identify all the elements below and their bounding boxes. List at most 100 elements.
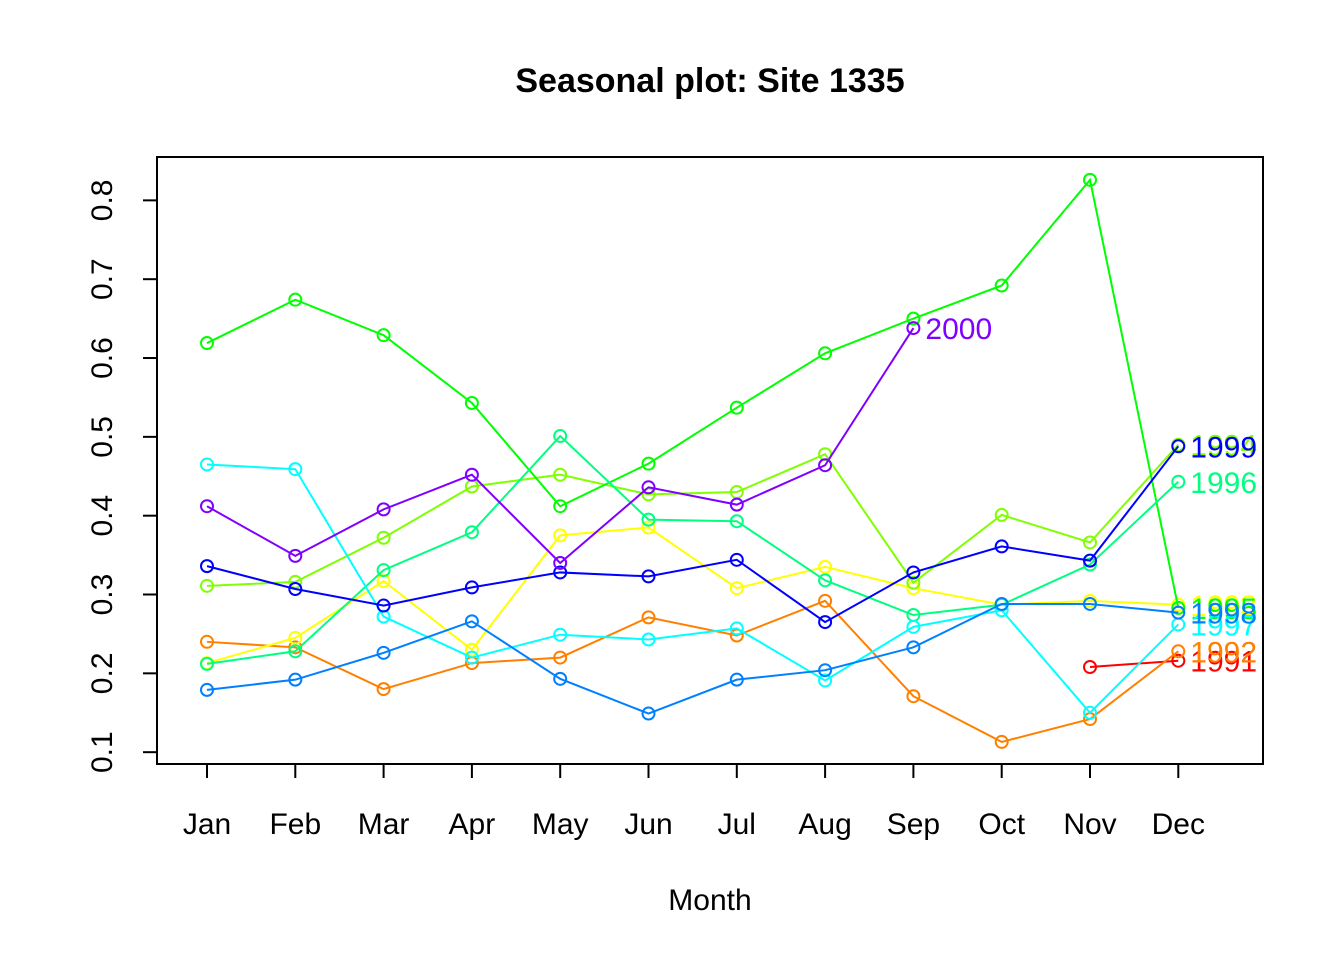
point-1999-jul xyxy=(729,552,744,567)
point-1991-dec xyxy=(1171,653,1186,668)
point-1991-nov xyxy=(1083,660,1097,675)
point-1995-sep xyxy=(906,311,921,326)
point-1996-mar xyxy=(376,563,391,578)
point-2000-may xyxy=(553,555,568,570)
point-1994-mar xyxy=(376,530,391,545)
point-1993-jun xyxy=(641,520,656,535)
point-2000-apr xyxy=(464,467,479,482)
point-1996-apr xyxy=(464,525,479,540)
point-1998-dec xyxy=(1171,605,1186,620)
point-1995-apr xyxy=(464,395,479,410)
x-tick-label-nov: Nov xyxy=(1063,808,1116,841)
point-1993-may xyxy=(553,528,568,543)
series-1993 xyxy=(200,520,1186,671)
point-1994-oct xyxy=(994,507,1009,522)
point-1992-may xyxy=(553,650,568,665)
point-2000-aug xyxy=(818,458,833,473)
point-1997-jun xyxy=(641,632,656,647)
point-1993-feb xyxy=(288,630,303,645)
point-1999-mar xyxy=(376,598,391,613)
point-1995-mar xyxy=(376,328,391,343)
point-1995-jun xyxy=(641,456,656,471)
series-end-label-1991: 1991 xyxy=(1190,646,1257,679)
point-1995-jul xyxy=(729,400,744,415)
x-tick-label-dec: Dec xyxy=(1152,808,1205,841)
point-1999-dec xyxy=(1171,439,1186,454)
point-1992-oct xyxy=(994,734,1009,749)
point-1996-jun xyxy=(641,512,656,527)
x-tick-label-jul: Jul xyxy=(718,808,756,841)
series-end-label-1993: 1993 xyxy=(1190,590,1257,623)
point-1998-may xyxy=(553,671,568,686)
series-end-label-1997: 1997 xyxy=(1190,609,1257,642)
point-1999-jun xyxy=(641,569,656,584)
series-end-label-1996: 1996 xyxy=(1190,467,1257,500)
series-end-label-1994: 1994 xyxy=(1190,430,1257,463)
point-2000-jul xyxy=(729,497,744,512)
point-1998-feb xyxy=(288,672,303,687)
x-tick-label-oct: Oct xyxy=(978,808,1025,841)
point-2000-jun xyxy=(641,480,656,495)
series-line-1993 xyxy=(206,526,1179,665)
point-1995-aug xyxy=(818,346,833,361)
point-1997-jan xyxy=(200,457,214,472)
y-tick-label-0.3: 0.3 xyxy=(86,574,119,616)
point-1995-may xyxy=(553,499,568,514)
x-tick-label-mar: Mar xyxy=(358,808,410,841)
plot-frame xyxy=(156,156,1264,765)
point-2000-feb xyxy=(288,548,303,563)
series-end-label-1999: 1999 xyxy=(1190,431,1257,464)
point-1992-jan xyxy=(200,634,214,649)
series-line-1992 xyxy=(206,599,1179,743)
series-line-1995 xyxy=(206,177,1180,609)
point-1992-jun xyxy=(641,610,656,625)
series-line-1996 xyxy=(206,434,1179,665)
series-layer xyxy=(200,172,1186,749)
point-1999-apr xyxy=(464,580,479,595)
series-1998 xyxy=(200,596,1186,721)
point-1997-feb xyxy=(288,462,303,477)
axes-layer: Jan Feb Mar Apr May Jun Jul Aug Sep Oct Nov Dec 0.1 0… xyxy=(86,179,1205,841)
point-1999-feb xyxy=(288,581,303,596)
point-1992-sep xyxy=(906,689,921,704)
point-2000-sep xyxy=(906,321,921,336)
point-1993-aug xyxy=(818,559,833,574)
point-1992-mar xyxy=(376,682,391,697)
chart-title: Seasonal plot: Site 1335 xyxy=(515,62,904,100)
point-1999-nov xyxy=(1083,553,1097,568)
point-1996-jan xyxy=(200,656,214,671)
y-tick-label-0.4: 0.4 xyxy=(86,495,119,537)
point-1996-nov xyxy=(1083,557,1097,572)
point-1998-mar xyxy=(376,645,391,660)
point-1998-aug xyxy=(818,663,833,678)
x-tick-label-apr: Apr xyxy=(449,808,496,841)
y-tick-label-0.2: 0.2 xyxy=(86,652,119,694)
x-tick-label-feb: Feb xyxy=(269,808,321,841)
point-1998-sep xyxy=(906,640,921,655)
y-tick-label-0.5: 0.5 xyxy=(86,416,119,458)
point-1995-jan xyxy=(200,336,214,351)
point-1997-apr xyxy=(464,650,479,665)
series-1992 xyxy=(200,593,1186,749)
point-1993-jul xyxy=(729,581,744,596)
series-line-1997 xyxy=(206,463,1180,715)
point-1999-oct xyxy=(994,539,1009,554)
x-tick-label-sep: Sep xyxy=(887,808,940,841)
point-1995-oct xyxy=(994,278,1009,293)
point-1999-jan xyxy=(200,559,214,574)
y-tick-label-0.7: 0.7 xyxy=(86,258,119,300)
x-tick-label-jun: Jun xyxy=(624,808,672,841)
series-end-label-1992: 1992 xyxy=(1190,636,1257,669)
point-1994-feb xyxy=(288,574,303,589)
point-1992-feb xyxy=(288,640,303,655)
point-1997-sep xyxy=(906,619,921,634)
point-1998-jul xyxy=(729,672,744,687)
point-1992-dec xyxy=(1171,644,1186,659)
point-1996-dec xyxy=(1171,474,1186,489)
y-tick-label-0.6: 0.6 xyxy=(86,337,119,379)
x-tick-label-jan: Jan xyxy=(183,808,231,841)
series-2000 xyxy=(200,321,921,570)
point-1994-nov xyxy=(1083,535,1097,550)
